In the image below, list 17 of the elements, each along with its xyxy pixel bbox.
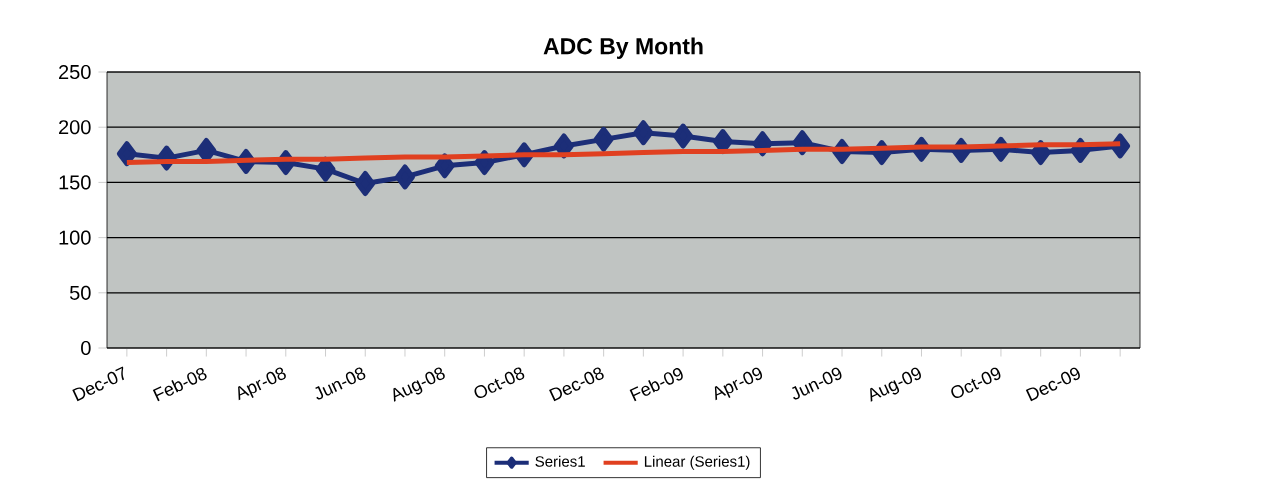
point bbox=[553, 133, 574, 159]
point bbox=[593, 126, 614, 152]
y-tick-label: 0 bbox=[81, 340, 91, 356]
chart-title: ADC By Month bbox=[543, 37, 703, 59]
y-tick-label: 200 bbox=[59, 120, 91, 135]
y-tick-label: 250 bbox=[59, 64, 91, 80]
point bbox=[633, 120, 654, 146]
y-tick-label: 150 bbox=[59, 175, 91, 190]
point bbox=[116, 141, 137, 167]
y-tick-label: 100 bbox=[59, 230, 91, 245]
legend-label: Linear (Series1) bbox=[644, 455, 750, 470]
point bbox=[394, 164, 415, 190]
legend-label: Series1 bbox=[535, 455, 585, 467]
point bbox=[673, 123, 694, 149]
point bbox=[434, 153, 455, 179]
y-tick-label: 50 bbox=[69, 285, 91, 300]
point bbox=[355, 171, 376, 197]
